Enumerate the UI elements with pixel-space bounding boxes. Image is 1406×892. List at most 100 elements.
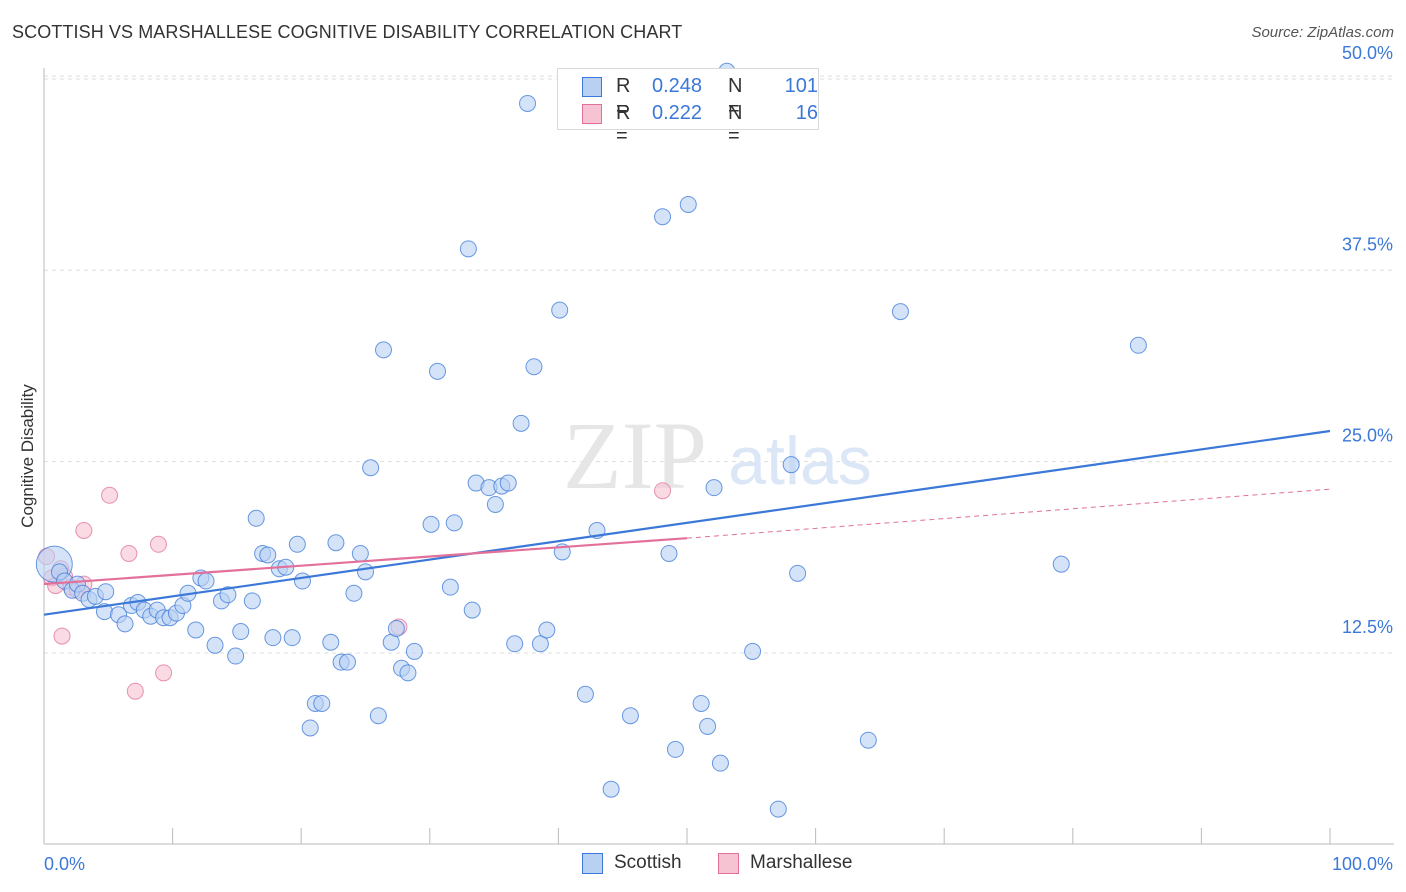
- scottish-point: [362, 459, 380, 477]
- legend-swatch-scottish: [582, 77, 602, 97]
- scottish-point: [1129, 336, 1147, 354]
- scottish-point: [486, 495, 504, 513]
- scottish-point: [679, 195, 697, 213]
- scottish-point: [705, 479, 723, 497]
- legend-box: R = 0.248 N = 101 R = 0.222 N = 16: [557, 68, 819, 147]
- scottish-point: [506, 635, 524, 653]
- scottish-point: [499, 474, 517, 492]
- scottish-point: [288, 535, 306, 553]
- x-tick-label-right: 100.0%: [1332, 854, 1393, 874]
- scottish-point: [259, 546, 277, 564]
- scottish-point: [602, 780, 620, 798]
- scottish-point: [660, 544, 678, 562]
- trend-layer: [43, 429, 1331, 616]
- marshallese-point: [120, 544, 138, 562]
- marshallese-point: [75, 522, 93, 540]
- scottish-point: [197, 572, 215, 590]
- scottish-point: [227, 647, 245, 665]
- marshallese-point: [126, 682, 144, 700]
- scottish-point: [1052, 555, 1070, 573]
- legend-n-value: 101: [784, 75, 818, 97]
- scottish-point: [429, 362, 447, 380]
- chart-title: SCOTTISH VS MARSHALLESE COGNITIVE DISABI…: [12, 22, 683, 42]
- scottish-point: [283, 629, 301, 647]
- watermark-atlas: atlas: [728, 423, 872, 499]
- scottish-point: [538, 621, 556, 639]
- legend-swatch-marshallese: [582, 104, 602, 124]
- scottish-point: [692, 694, 710, 712]
- scottish-point: [301, 719, 319, 737]
- scottish-point: [891, 303, 909, 321]
- scottish-point: [219, 586, 237, 604]
- scottish-point: [744, 642, 762, 660]
- scottish-point: [519, 94, 537, 112]
- scottish-point: [338, 653, 356, 671]
- watermark: ZIP atlas: [563, 402, 872, 509]
- y-tick-label: 25.0%: [1342, 426, 1393, 446]
- scottish-point: [243, 592, 261, 610]
- scottish-point: [399, 664, 417, 682]
- scottish-point: [369, 707, 387, 725]
- scottish-point: [711, 754, 729, 772]
- y-tick-label: 12.5%: [1342, 617, 1393, 637]
- scottish-point: [232, 623, 250, 641]
- scottish-point: [375, 341, 393, 359]
- scottish-point: [97, 583, 115, 601]
- scottish-point: [782, 456, 800, 474]
- scottish-point: [116, 615, 134, 633]
- legend-n-value: 16: [795, 102, 818, 124]
- scottish-point: [525, 358, 543, 376]
- legend-r-label: R =: [616, 102, 631, 147]
- scottish-point: [187, 621, 205, 639]
- marshallese-point: [53, 627, 71, 645]
- scottish-point: [264, 629, 282, 647]
- bottom-legend-label-marshallese: Marshallese: [750, 852, 853, 873]
- scottish-point: [351, 544, 369, 562]
- y-tick-label: 37.5%: [1342, 234, 1393, 254]
- scottish-trend-line: [43, 429, 1331, 616]
- marshallese-trend-line: [43, 537, 688, 586]
- scottish-point: [699, 717, 717, 735]
- legend-r-value: 0.222: [652, 102, 703, 124]
- scottish-point: [206, 636, 224, 654]
- chart-source: Source: ZipAtlas.com: [1251, 24, 1394, 41]
- scottish-point: [789, 564, 807, 582]
- grid-layer: [44, 75, 1394, 654]
- bottom-legend-swatch-marshallese: [718, 853, 739, 874]
- legend-r-label: R =: [616, 75, 631, 120]
- scottish-point: [459, 240, 477, 258]
- scottish-point: [859, 731, 877, 749]
- scottish-point: [576, 685, 594, 703]
- marshallese-point: [101, 486, 119, 504]
- scottish-point: [345, 584, 363, 602]
- scottish-point: [654, 208, 672, 226]
- scottish-point: [387, 619, 405, 637]
- scottish-point: [445, 514, 463, 532]
- bottom-legend-label-scottish: Scottish: [614, 852, 682, 873]
- label-layer: 0.0% 100.0% 12.5% 25.0% 37.5% 50.0%: [44, 43, 1393, 874]
- scottish-point: [247, 509, 265, 527]
- legend-n-label: N =: [728, 75, 743, 120]
- scottish-point: [441, 578, 459, 596]
- scottish-point: [322, 633, 340, 651]
- scottish-point: [666, 740, 684, 758]
- marshallese-point: [654, 482, 672, 500]
- points-layer: [35, 62, 1147, 818]
- y-tick-label: 50.0%: [1342, 43, 1393, 63]
- scottish-point: [422, 515, 440, 533]
- scottish-point: [512, 414, 530, 432]
- scottish-point: [405, 642, 423, 660]
- bottom-legend-swatch-scottish: [582, 853, 603, 874]
- legend-n-label: N =: [728, 102, 743, 147]
- legend-r-value: 0.248: [652, 75, 703, 97]
- marshallese-point: [149, 535, 167, 553]
- scottish-point: [621, 707, 639, 725]
- scottish-point: [551, 301, 569, 319]
- scottish-point: [463, 601, 481, 619]
- marshallese-point: [155, 664, 173, 682]
- scottish-point: [327, 534, 345, 552]
- scottish-point: [531, 635, 549, 653]
- watermark-zip: ZIP: [563, 402, 707, 509]
- axis-layer: [43, 68, 1394, 845]
